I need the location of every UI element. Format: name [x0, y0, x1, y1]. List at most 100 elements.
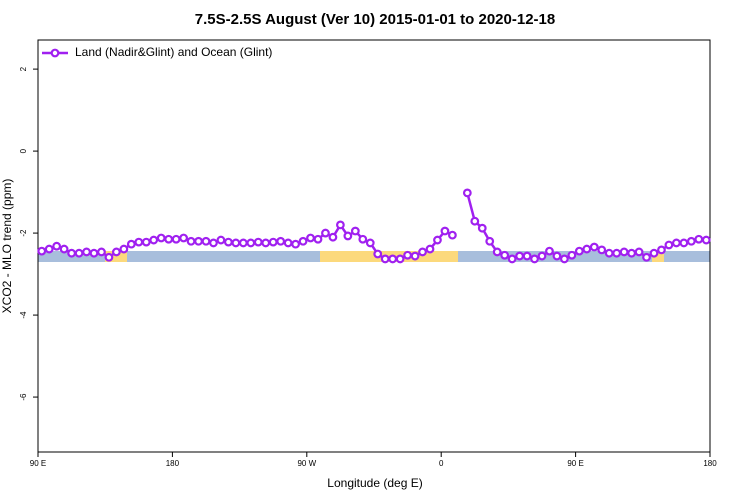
data-point	[149, 235, 159, 245]
data-point	[111, 247, 121, 257]
data-point	[365, 238, 375, 248]
data-point	[686, 236, 696, 246]
data-point	[522, 251, 532, 261]
data-point	[574, 246, 584, 256]
x-tick-label: 90 E	[30, 459, 46, 468]
data-point	[194, 236, 203, 246]
x-tick-label: 180	[703, 459, 717, 468]
data-point	[597, 245, 607, 255]
data-point	[560, 254, 569, 264]
land-band	[652, 251, 664, 262]
data-point	[238, 238, 248, 248]
data-point	[179, 233, 189, 243]
data-point	[350, 226, 360, 236]
data-point	[298, 236, 308, 246]
y-axis-label: XCO2 - MLO trend (ppm)	[0, 179, 14, 314]
chart-title: 7.5S-2.5S August (Ver 10) 2015-01-01 to …	[195, 11, 555, 28]
data-point	[59, 244, 69, 254]
legend-marker	[50, 48, 60, 58]
data-point	[612, 248, 622, 258]
data-point	[104, 252, 114, 262]
data-point	[477, 223, 487, 233]
data-point	[89, 248, 99, 258]
plot-frame	[37, 39, 711, 453]
data-point	[403, 250, 413, 260]
data-point	[701, 235, 711, 245]
data-point	[380, 254, 390, 264]
data-point	[97, 247, 106, 257]
data-point	[545, 246, 554, 256]
data-point	[582, 244, 592, 254]
data-point	[470, 216, 480, 226]
data-point	[164, 234, 174, 244]
data-point	[448, 230, 457, 240]
data-point	[604, 248, 614, 258]
x-tick-label: 180	[166, 459, 180, 468]
data-point	[276, 236, 286, 246]
data-point	[268, 237, 278, 247]
data-point	[388, 254, 398, 264]
x-tick-label: 90 W	[297, 459, 316, 468]
data-point	[119, 244, 129, 254]
data-point	[186, 236, 196, 246]
data-point	[209, 238, 218, 248]
data-point	[664, 240, 674, 250]
data-point	[492, 247, 502, 257]
data-point	[425, 244, 435, 254]
data-point	[306, 233, 315, 243]
legend-label: Land (Nadir&Glint) and Ocean (Glint)	[75, 45, 272, 59]
data-point	[336, 220, 345, 230]
data-point	[253, 237, 263, 247]
data-point	[201, 236, 211, 246]
land-band	[105, 251, 127, 262]
data-point	[358, 234, 368, 244]
data-point	[283, 238, 293, 248]
data-point	[567, 250, 577, 260]
data-point	[410, 251, 420, 261]
data-point	[619, 247, 629, 257]
data-point	[313, 234, 323, 244]
data-point	[537, 251, 547, 261]
data-point	[672, 238, 681, 248]
data-point	[171, 234, 181, 244]
data-point	[679, 238, 689, 248]
x-tick-label: 0	[439, 459, 444, 468]
data-point	[231, 238, 241, 248]
data-point	[462, 188, 472, 198]
data-point	[246, 238, 256, 248]
data-point	[634, 247, 644, 257]
data-point	[500, 250, 510, 260]
data-point	[156, 233, 166, 243]
data-point	[126, 239, 136, 249]
data-point	[418, 247, 427, 257]
data-point	[67, 248, 76, 258]
data-point	[589, 242, 599, 252]
data-point	[291, 239, 301, 249]
y-tick-label: 2	[19, 66, 28, 71]
data-point	[642, 252, 651, 262]
data-point	[515, 251, 524, 261]
data-point	[44, 244, 54, 254]
data-point	[82, 247, 91, 257]
x-tick-label: 90 E	[567, 459, 583, 468]
data-point	[223, 237, 233, 247]
data-point	[485, 236, 495, 246]
data-point	[321, 228, 330, 238]
data-point	[52, 241, 62, 251]
data-point	[141, 237, 151, 247]
data-point	[627, 248, 636, 258]
data-point	[433, 235, 442, 245]
data-point	[37, 246, 47, 256]
data-point	[134, 237, 144, 247]
data-point	[261, 238, 271, 248]
data-point	[74, 248, 84, 258]
y-tick-label: -4	[19, 311, 28, 319]
data-point	[328, 232, 338, 242]
data-point	[343, 231, 353, 241]
y-tick-label: 0	[19, 148, 28, 153]
data-point	[649, 248, 659, 258]
data-point	[694, 234, 704, 244]
x-axis-label: Longitude (deg E)	[327, 476, 422, 490]
data-point	[530, 254, 539, 264]
